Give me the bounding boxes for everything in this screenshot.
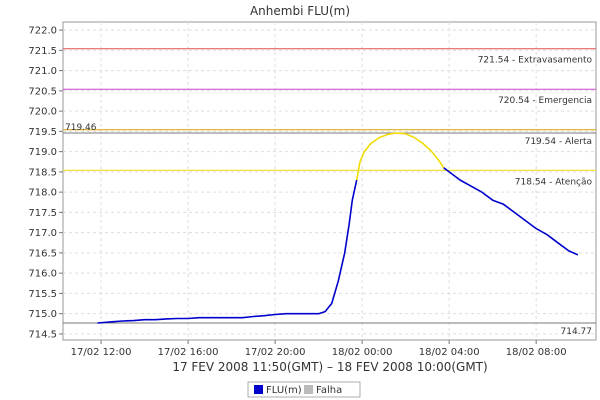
y-axis: 714.5 715.0 715.5 716.0 716.5 717.0 717.5 718.0… xyxy=(28,26,63,340)
series-line-2 xyxy=(443,167,579,256)
x-tick-label: 18/02 08:00 xyxy=(506,347,567,358)
legend-label: FLU(m) xyxy=(266,385,302,396)
y-tick-label: 717.0 xyxy=(28,228,57,239)
x-axis: 17/02 12:00 17/02 16:00 17/02 20:00 18/02 0… xyxy=(71,340,567,358)
y-tick-label: 718.5 xyxy=(28,167,57,178)
y-tick-label: 714.5 xyxy=(28,329,57,340)
series-group xyxy=(97,132,579,324)
x-tick-label: 18/02 00:00 xyxy=(332,347,393,358)
reference-line-label: 720.54 - Emergencia xyxy=(498,96,592,106)
x-axis-title: 17 FEV 2008 11:50(GMT) – 18 FEV 2008 10:… xyxy=(172,360,487,374)
chart-title: Anhembi FLU(m) xyxy=(250,4,350,18)
y-tick-label: 717.5 xyxy=(28,208,57,219)
legend-swatch xyxy=(304,385,313,394)
legend-swatch xyxy=(254,385,263,394)
y-tick-label: 719.5 xyxy=(28,127,57,138)
reference-line-label: 719.54 - Alerta xyxy=(525,137,592,147)
legend: FLU(m) Falha xyxy=(247,381,361,398)
reference-line-label: 721.54 - Extravasamento xyxy=(478,56,593,66)
y-tick-label: 721.5 xyxy=(28,46,57,57)
grid xyxy=(63,22,596,340)
x-tick-label: 17/02 20:00 xyxy=(245,347,306,358)
x-tick-label: 17/02 12:00 xyxy=(71,347,132,358)
series-line-0 xyxy=(97,179,358,324)
reference-lines: 721.54 - Extravasamento 720.54 - Emergenc… xyxy=(63,48,596,337)
reference-line-label: 718.54 - Atenção xyxy=(515,177,593,187)
y-tick-label: 718.0 xyxy=(28,188,57,199)
y-tick-label: 721.0 xyxy=(28,66,57,77)
y-tick-label: 716.0 xyxy=(28,269,57,280)
y-tick-label: 722.0 xyxy=(28,26,57,37)
y-tick-label: 716.5 xyxy=(28,248,57,259)
max-value-label: 719.46 xyxy=(65,123,97,133)
x-tick-label: 17/02 16:00 xyxy=(158,347,219,358)
y-tick-label: 720.5 xyxy=(28,86,57,97)
min-value-label: 714.77 xyxy=(561,327,593,337)
legend-label: Falha xyxy=(316,385,342,396)
y-tick-label: 719.0 xyxy=(28,147,57,158)
x-tick-label: 18/02 04:00 xyxy=(419,347,480,358)
series-line-1 xyxy=(355,132,445,181)
y-tick-label: 715.5 xyxy=(28,289,57,300)
y-tick-label: 720.0 xyxy=(28,107,57,118)
y-tick-label: 715.0 xyxy=(28,309,57,320)
plot-area xyxy=(62,21,597,341)
